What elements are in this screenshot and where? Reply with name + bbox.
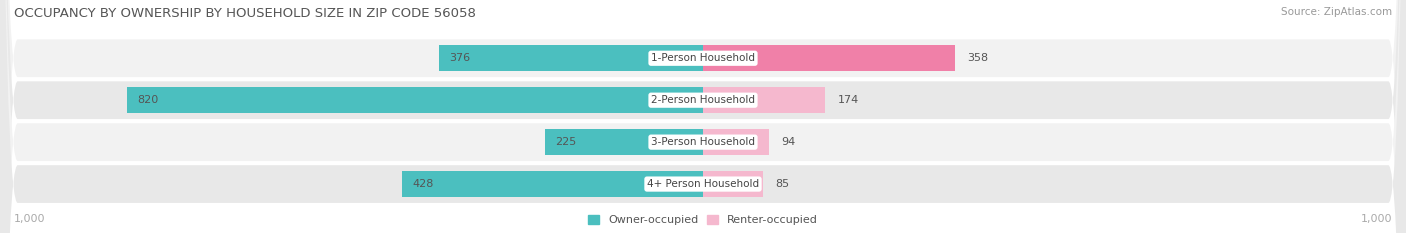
Text: 1,000: 1,000 xyxy=(1361,214,1392,224)
Bar xyxy=(703,87,825,113)
Text: 1,000: 1,000 xyxy=(14,214,45,224)
Text: Source: ZipAtlas.com: Source: ZipAtlas.com xyxy=(1281,7,1392,17)
Text: 2-Person Household: 2-Person Household xyxy=(651,95,755,105)
Text: 94: 94 xyxy=(782,137,796,147)
Text: 85: 85 xyxy=(776,179,790,189)
Bar xyxy=(439,45,703,71)
Bar xyxy=(402,171,703,197)
Text: 174: 174 xyxy=(838,95,859,105)
Bar xyxy=(127,87,703,113)
Text: 820: 820 xyxy=(136,95,159,105)
Legend: Owner-occupied, Renter-occupied: Owner-occupied, Renter-occupied xyxy=(588,215,818,225)
Bar xyxy=(703,129,769,155)
Bar xyxy=(546,129,703,155)
Text: 358: 358 xyxy=(967,53,988,63)
Text: 428: 428 xyxy=(413,179,434,189)
Text: 4+ Person Household: 4+ Person Household xyxy=(647,179,759,189)
Bar xyxy=(703,171,762,197)
Bar xyxy=(703,45,955,71)
Text: 3-Person Household: 3-Person Household xyxy=(651,137,755,147)
Text: 376: 376 xyxy=(450,53,471,63)
Text: 1-Person Household: 1-Person Household xyxy=(651,53,755,63)
Text: OCCUPANCY BY OWNERSHIP BY HOUSEHOLD SIZE IN ZIP CODE 56058: OCCUPANCY BY OWNERSHIP BY HOUSEHOLD SIZE… xyxy=(14,7,477,20)
Text: 225: 225 xyxy=(555,137,576,147)
